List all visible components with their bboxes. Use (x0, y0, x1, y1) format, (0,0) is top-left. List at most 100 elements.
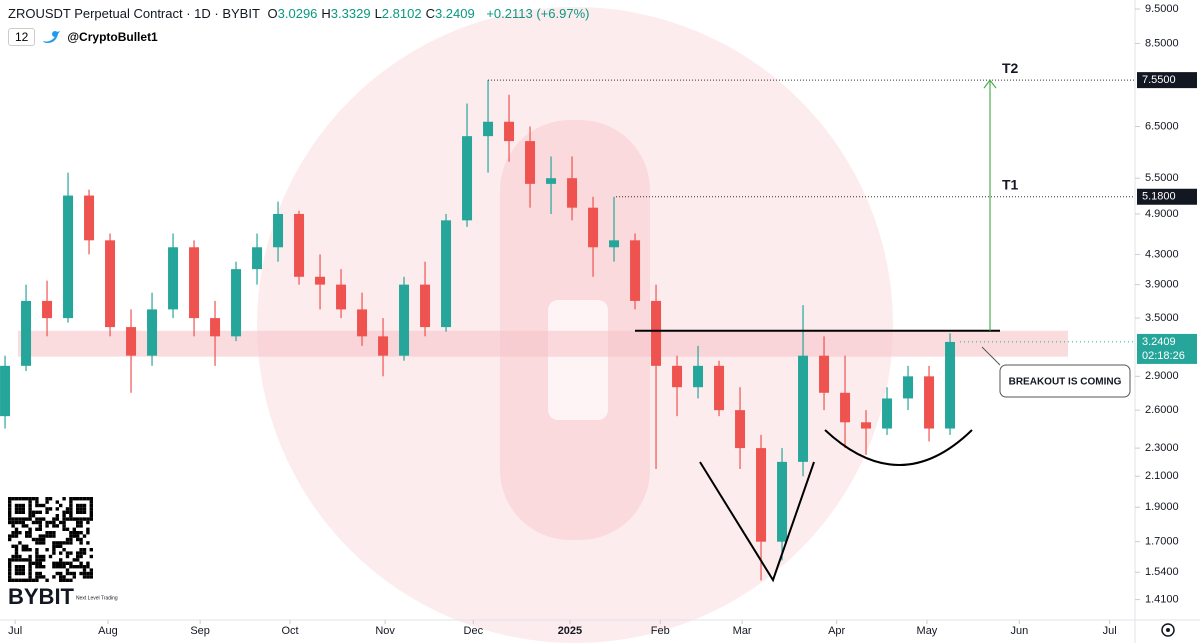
candle-body (693, 365, 704, 388)
settings-icon[interactable] (1161, 623, 1175, 637)
qr-cell (14, 554, 19, 559)
qr-cell (76, 554, 80, 559)
qr-cell (55, 514, 59, 518)
ohlc-value: 2.8102 (381, 6, 422, 21)
qr-cell (52, 565, 56, 569)
qr-cell (79, 507, 83, 511)
qr-cell (18, 531, 22, 535)
header: ZROUSDT Perpetual Contract · 1D · BYBIT … (8, 6, 593, 21)
qr-cell (14, 527, 19, 531)
qr-cell (14, 551, 19, 555)
qr-cell (38, 561, 42, 565)
qr-cell (65, 541, 70, 545)
qr-cell (28, 503, 32, 508)
qr-cell (89, 503, 93, 508)
qr-cell (62, 510, 66, 514)
qr-cell (28, 507, 32, 511)
qr-cell (21, 517, 25, 521)
qr-cell (79, 497, 83, 501)
qr-cell (69, 500, 73, 504)
qr-cell (59, 578, 63, 582)
qr-cell (86, 497, 90, 501)
qr-cell (35, 520, 39, 525)
qr-cell (14, 531, 19, 535)
last-price-box (1137, 333, 1197, 364)
candle-body (819, 355, 830, 393)
candle-body (945, 341, 956, 429)
qr-cell (42, 541, 46, 545)
logo-tagline: Next Level Trading (76, 595, 118, 601)
qr-cell (89, 497, 93, 501)
qr-cell (38, 541, 42, 545)
qr-cell (55, 544, 59, 548)
last-price-label: 3.2409 (1142, 336, 1176, 348)
candle-body (735, 410, 746, 449)
y-tick-label: 3.5000 (1145, 312, 1179, 324)
candle-body (252, 247, 263, 270)
qr-cell (14, 568, 19, 572)
qr-cell (42, 537, 46, 542)
qr-cell (62, 497, 66, 501)
x-tick-label: Mar (733, 625, 752, 637)
qr-cell (42, 575, 46, 579)
qr-cell (76, 537, 80, 542)
qr-cell (38, 537, 42, 542)
qr-cell (35, 571, 39, 576)
qr-cell (25, 578, 29, 582)
qr-cell (82, 510, 87, 514)
qr-cell (62, 520, 66, 525)
qr-cell (18, 520, 22, 525)
qr-cell (65, 568, 70, 572)
qr-cell (21, 497, 25, 501)
qr-cell (38, 517, 42, 521)
qr-cell (28, 500, 32, 504)
qr-cell (8, 510, 12, 514)
qr-cell (62, 548, 66, 552)
qr-cell (31, 537, 36, 542)
qr-cell (8, 514, 12, 518)
qr-cell (11, 544, 15, 548)
qr-cell (25, 531, 29, 535)
qr-cell (86, 575, 90, 579)
x-tick-label: Feb (651, 625, 670, 637)
qr-cell (76, 497, 80, 501)
x-tick-label: Dec (464, 625, 484, 637)
qr-cell (35, 500, 39, 504)
qr-cell (8, 503, 12, 508)
qr-cell (52, 524, 56, 528)
qr-cell (18, 497, 22, 501)
qr-cell (14, 520, 19, 525)
candle-body (504, 121, 515, 142)
qr-cell (62, 561, 66, 565)
qr-cell (69, 507, 73, 511)
ohlc-key: C (425, 6, 435, 21)
qr-cell (35, 548, 39, 552)
qr-cell (65, 578, 70, 582)
indicator-count[interactable]: 12 (8, 28, 36, 46)
qr-cell (11, 520, 15, 525)
qr-cell (69, 534, 73, 538)
callout-box (999, 364, 1131, 398)
qr-cell (62, 514, 66, 518)
x-tick-label: Jul (1103, 625, 1117, 637)
qr-cell (59, 561, 63, 565)
ohlc-value: 3.2409 (434, 6, 475, 21)
qr-cell (82, 497, 87, 501)
ohlc-value: 3.3329 (330, 6, 371, 21)
qr-cell (48, 554, 53, 559)
qr-cell (42, 503, 46, 508)
qr-cell (28, 517, 32, 521)
qr-cell (82, 575, 87, 579)
qr-cell (14, 497, 19, 501)
qr-cell (28, 497, 32, 501)
price-box-label: 5.1800 (1142, 191, 1176, 203)
candle-body (546, 178, 557, 184)
qr-cell (76, 520, 80, 525)
y-tick-label: 4.3000 (1145, 248, 1179, 260)
qr-cell (52, 575, 56, 579)
qr-cell (72, 534, 76, 538)
qr-cell (25, 558, 29, 562)
qr-cell (82, 565, 87, 569)
qr-cell (62, 541, 66, 545)
y-tick-label: 2.3000 (1145, 442, 1179, 454)
